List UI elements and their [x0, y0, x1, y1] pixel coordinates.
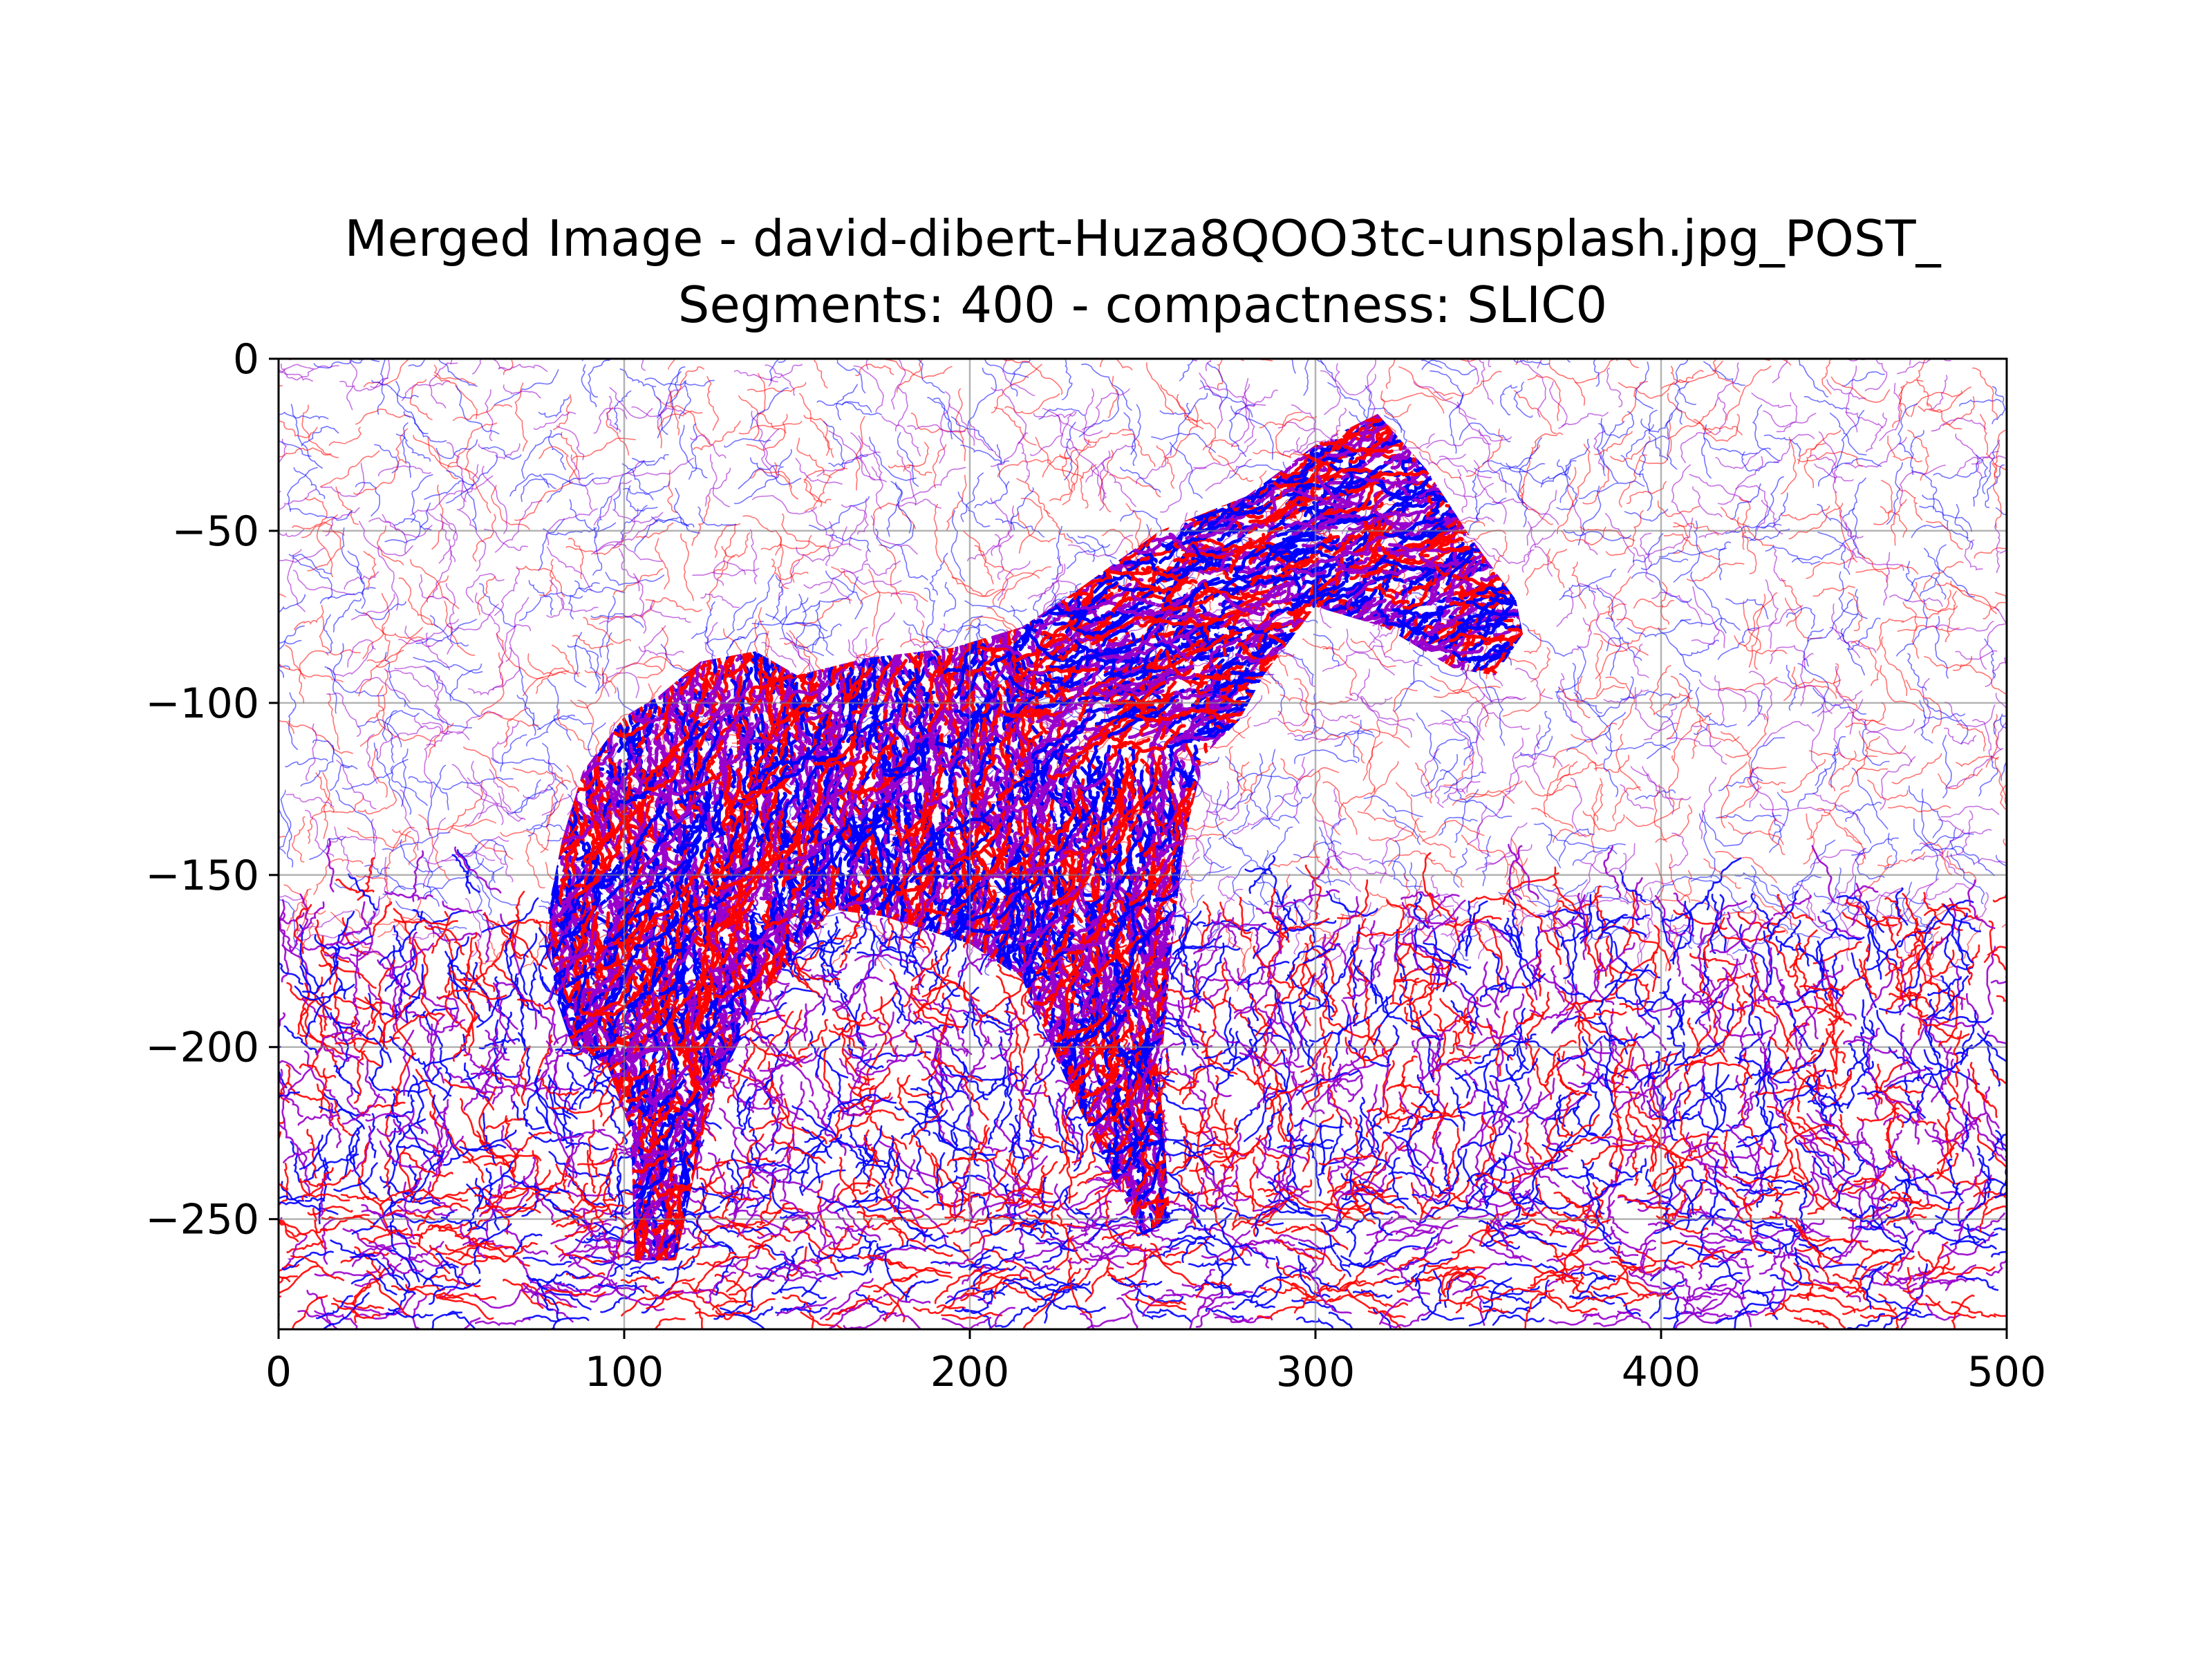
streamline: [216, 465, 281, 494]
streamline: [2007, 897, 2054, 918]
streamline: [1531, 330, 1571, 362]
streamline: [1882, 305, 1911, 365]
streamline: [2009, 314, 2034, 359]
chart-title: Merged Image - david-dibert-Huza8QOO3tc-…: [344, 209, 1941, 268]
streamline: [328, 326, 360, 360]
chart-subtitle: Segments: 400 - compactness: SLIC0: [678, 276, 1607, 334]
streamline: [516, 339, 563, 357]
streamline: [2003, 839, 2033, 877]
streamline: [218, 1313, 279, 1322]
streamline: [2009, 386, 2048, 404]
streamline: [774, 335, 819, 359]
streamline: [289, 310, 321, 360]
streamline: [525, 336, 563, 357]
streamline: [234, 1297, 281, 1325]
streamline: [1991, 980, 2035, 983]
streamline: [265, 1002, 277, 1051]
